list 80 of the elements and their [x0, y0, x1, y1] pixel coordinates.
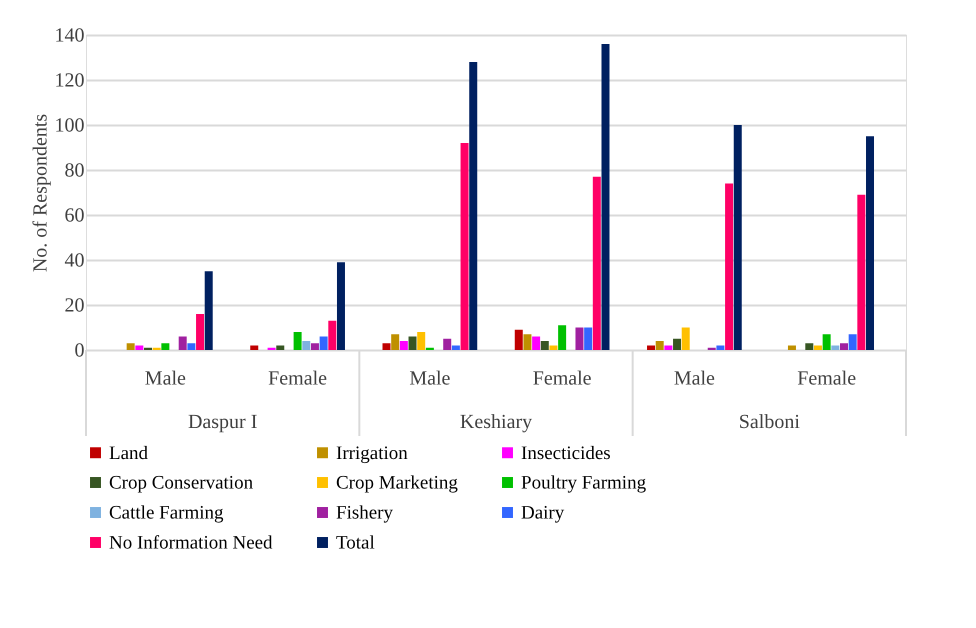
bar — [400, 341, 408, 350]
bar — [822, 334, 831, 350]
bar — [310, 343, 319, 350]
bar — [805, 343, 814, 350]
bar — [204, 271, 213, 350]
bar — [725, 184, 734, 350]
bar — [734, 125, 742, 350]
bar — [294, 332, 302, 350]
bar — [532, 336, 540, 350]
legend-label: Insecticides — [521, 442, 611, 464]
x-tick-label: Male — [144, 368, 186, 390]
y-tick-label: 120 — [54, 70, 84, 92]
bar — [673, 338, 682, 350]
legend-label: Irrigation — [336, 442, 408, 464]
bar — [840, 343, 848, 350]
bar — [161, 343, 170, 350]
bar — [656, 341, 664, 350]
bar — [443, 338, 452, 350]
bar — [592, 176, 601, 350]
bar — [558, 325, 566, 350]
y-tick-label: 40 — [64, 250, 84, 272]
y-tick-label: 100 — [54, 114, 84, 136]
legend-label: Dairy — [521, 502, 565, 524]
legend-label: Cattle Farming — [109, 502, 224, 524]
bar — [857, 194, 866, 350]
x-tick-label: Female — [532, 368, 592, 390]
bar — [178, 336, 187, 350]
bar — [336, 262, 345, 350]
bar — [408, 336, 417, 350]
bar — [320, 336, 328, 350]
bar — [682, 328, 690, 350]
x-tick-label: Female — [268, 368, 328, 390]
bar — [549, 346, 558, 350]
bar — [452, 346, 460, 350]
x-tick-label: Male — [674, 368, 716, 390]
bar — [328, 320, 336, 350]
bar — [831, 346, 840, 350]
text: Daspur I — [188, 411, 258, 433]
bar — [540, 341, 549, 350]
legend-label: Land — [109, 442, 149, 464]
bar — [460, 143, 469, 350]
x-tick-label: Male — [409, 368, 451, 390]
legend-label: Fishery — [336, 502, 394, 524]
x-tick-label: Female — [797, 368, 856, 390]
bar — [647, 346, 656, 350]
bar — [575, 328, 584, 350]
bar — [788, 346, 796, 350]
bar — [716, 346, 724, 350]
text: Salboni — [738, 411, 800, 433]
bar — [302, 341, 310, 350]
bar — [250, 346, 258, 350]
y-tick-label: 80 — [64, 160, 84, 182]
bar — [469, 62, 478, 350]
bar — [584, 328, 592, 350]
text: Keshiary — [460, 411, 532, 433]
y-tick-label: 20 — [64, 294, 84, 316]
bar — [126, 343, 135, 350]
y-tick-label: 0 — [74, 340, 84, 362]
bar — [187, 343, 196, 350]
bar — [514, 330, 523, 350]
y-tick-label: 140 — [54, 24, 84, 46]
legend-label: Total — [336, 532, 375, 554]
bar — [601, 44, 610, 350]
bar — [848, 334, 857, 350]
bar — [664, 346, 672, 350]
y-tick-label: 60 — [64, 204, 84, 226]
bar — [135, 346, 144, 350]
bar — [417, 332, 426, 350]
bar — [814, 346, 822, 350]
y-axis-title: No. of Respondents — [30, 114, 52, 272]
legend-label: No Information Need — [109, 532, 274, 554]
bar — [523, 334, 532, 350]
legend-label: Poultry Farming — [521, 472, 647, 494]
bar — [391, 334, 400, 350]
legend-label: Crop Conservation — [109, 472, 254, 494]
bar — [276, 346, 284, 350]
bar — [196, 314, 204, 350]
legend-label: Crop Marketing — [336, 472, 458, 494]
bar — [866, 136, 874, 350]
bar — [382, 343, 391, 350]
